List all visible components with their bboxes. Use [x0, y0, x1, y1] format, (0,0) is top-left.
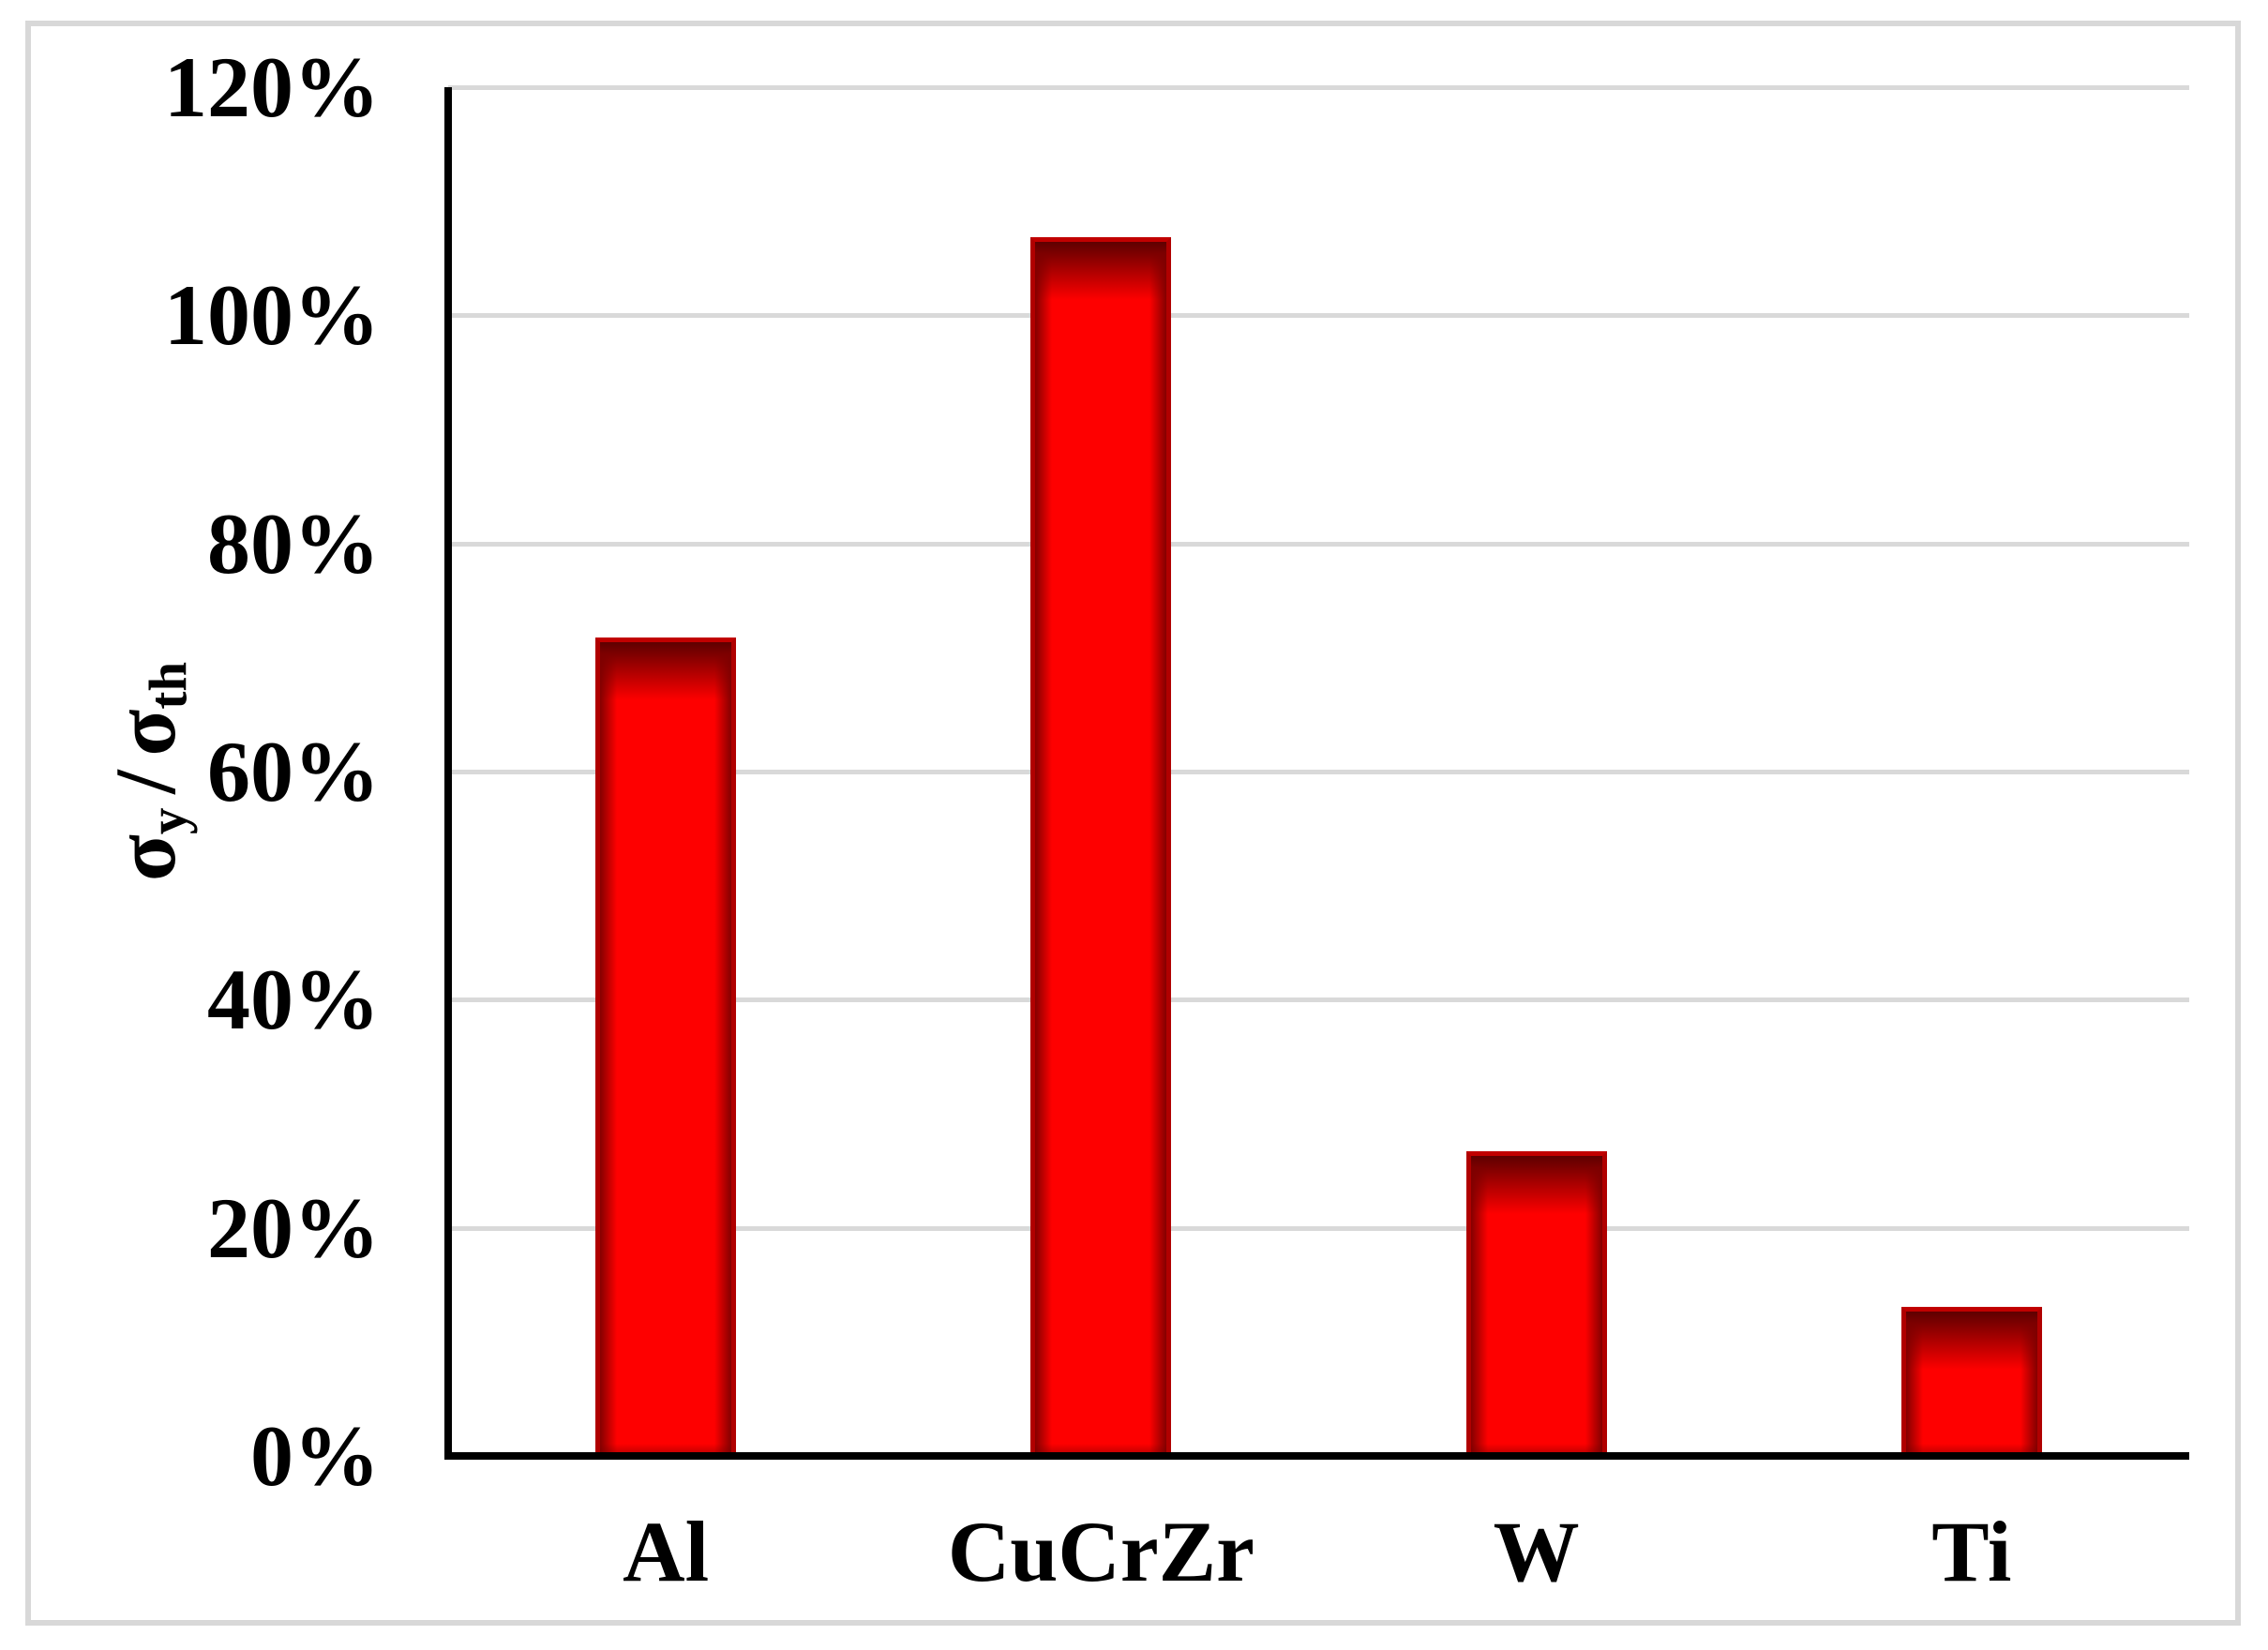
- gridline-20: [448, 1225, 2189, 1231]
- bar-w: [1465, 1150, 1607, 1453]
- x-category-label-w: W: [1493, 1504, 1580, 1599]
- y-tick-label-20: 20%: [207, 1179, 380, 1276]
- y-axis-line: [444, 87, 452, 1460]
- y-tick-label-60: 60%: [207, 724, 380, 819]
- y-tick-label-40: 40%: [207, 952, 380, 1048]
- gridline-40: [448, 998, 2189, 1003]
- y-tick-label-0: 0%: [250, 1408, 380, 1504]
- y-tick-label-80: 80%: [207, 495, 380, 592]
- bar-al: [595, 638, 737, 1453]
- x-category-label-cucrzr: CuCrZr: [947, 1504, 1254, 1599]
- y-tick-label-100: 100%: [164, 267, 380, 364]
- x-category-label-al: Al: [623, 1504, 710, 1599]
- x-category-label-ti: Ti: [1931, 1504, 2012, 1599]
- gridline-80: [448, 541, 2189, 547]
- gridline-100: [448, 313, 2189, 319]
- gridline-120: [448, 85, 2189, 90]
- plot-area: [448, 85, 2189, 1453]
- bar-ti: [1900, 1307, 2042, 1453]
- x-axis-line: [444, 1452, 2189, 1460]
- bar-cucrzr: [1030, 237, 1172, 1453]
- gridline-60: [448, 770, 2189, 774]
- y-tick-label-120: 120%: [164, 39, 380, 135]
